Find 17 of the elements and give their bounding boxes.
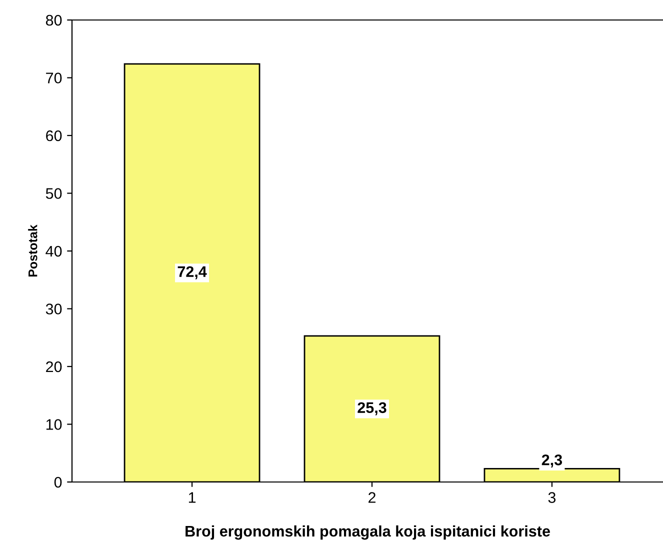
- data-label: 72,4: [178, 266, 207, 280]
- y-tick-label: 60: [46, 130, 62, 142]
- y-tick-label: 10: [46, 419, 62, 430]
- y-tick-label: 70: [46, 72, 62, 84]
- x-tick-label: 3: [548, 492, 556, 503]
- y-tick-label: 80: [46, 14, 62, 26]
- y-tick-label: 20: [46, 361, 62, 372]
- data-label: 2,3: [542, 454, 562, 468]
- y-tick-label: 30: [46, 304, 62, 314]
- x-tick-label: 1: [188, 492, 196, 503]
- y-tick-label: 40: [46, 246, 62, 257]
- y-axis-title: Postotak: [28, 224, 38, 277]
- x-axis-title: Broj ergonomskih pomagala koja ispitanici koriste: [186, 525, 550, 540]
- x-tick-label: 2: [368, 492, 376, 503]
- y-tick-label: 0: [54, 476, 62, 488]
- y-tick-label: 50: [46, 188, 62, 199]
- data-label: 25,3: [358, 402, 386, 416]
